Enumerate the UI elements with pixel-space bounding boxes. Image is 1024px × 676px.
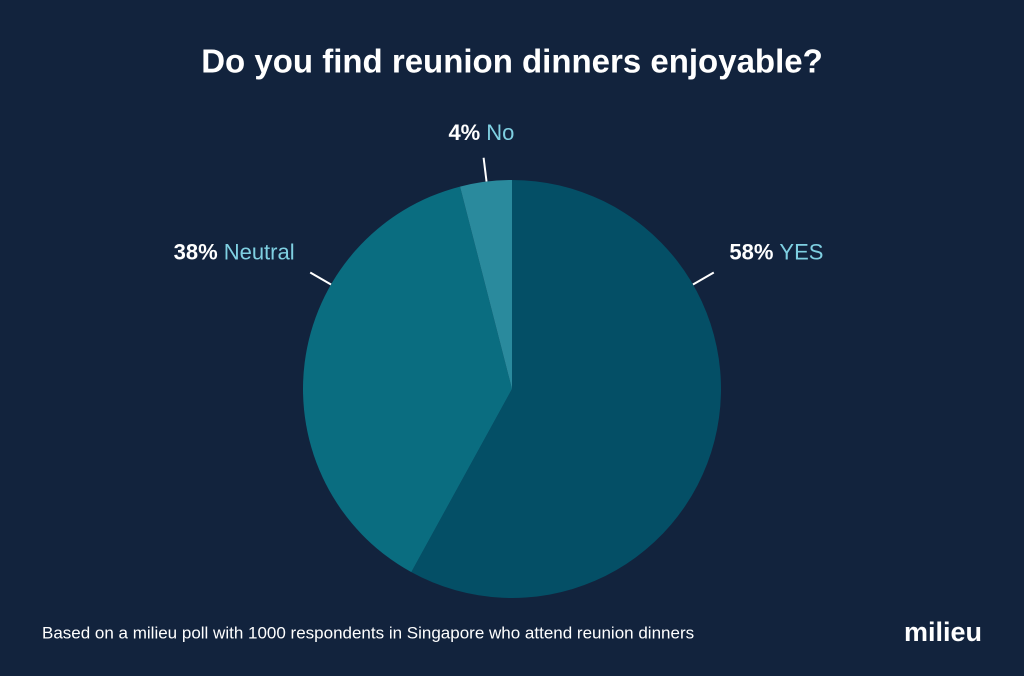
data-label: 4% No — [448, 120, 514, 145]
category-label: YES — [779, 239, 823, 264]
pie-slice — [460, 180, 512, 389]
leader-line — [692, 271, 715, 286]
value-label: 38% — [174, 239, 218, 264]
pie-slice — [303, 186, 512, 573]
pie: 58% YES 38% Neutral 4% No — [174, 120, 823, 598]
logo: milieu — [904, 617, 982, 647]
value-label: 4% — [448, 120, 480, 145]
chart-title: Do you find reunion dinners enjoyable? — [201, 43, 823, 80]
data-label: 58% YES — [729, 239, 823, 264]
pie-slice — [411, 180, 721, 598]
category-label: Neutral — [224, 239, 295, 264]
source-note: Based on a milieu poll with 1000 respond… — [42, 623, 694, 642]
category-label: No — [486, 120, 514, 145]
value-label: 58% — [729, 239, 773, 264]
leader-line — [482, 157, 488, 182]
leader-line — [309, 271, 332, 286]
data-label: 38% Neutral — [174, 239, 295, 264]
